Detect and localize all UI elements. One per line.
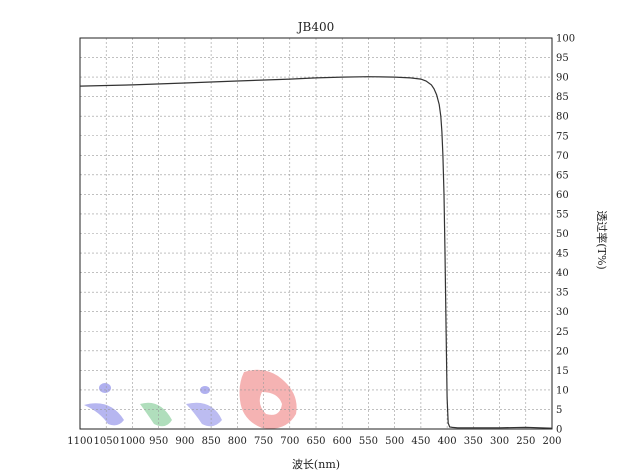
y-tick-label: 15 bbox=[556, 366, 569, 377]
y-tick-label: 30 bbox=[556, 307, 569, 318]
y-tick-label: 85 bbox=[556, 92, 569, 103]
y-tick-label: 0 bbox=[556, 425, 562, 436]
x-tick-label: 500 bbox=[385, 436, 404, 447]
x-tick-label: 750 bbox=[254, 436, 273, 447]
y-tick-label: 95 bbox=[556, 53, 569, 64]
y-tick-label: 40 bbox=[556, 268, 569, 279]
watermark-stroke bbox=[84, 403, 124, 426]
x-tick-label: 200 bbox=[542, 436, 561, 447]
x-tick-label: 600 bbox=[333, 436, 352, 447]
y-tick-label: 50 bbox=[556, 229, 569, 240]
grid bbox=[80, 38, 552, 429]
y-tick-label: 25 bbox=[556, 327, 569, 338]
y-tick-label: 90 bbox=[556, 73, 569, 84]
x-tick-label: 900 bbox=[175, 436, 194, 447]
x-tick-label: 550 bbox=[359, 436, 378, 447]
y-tick-label: 70 bbox=[556, 151, 569, 162]
y-tick-labels: 0 5 10 15 20 25 30 35 40 45 50 55 60 65 70 75 80 85 90 95 10… bbox=[556, 34, 575, 436]
y-tick-label: 55 bbox=[556, 209, 569, 220]
x-tick-labels: 200 250 300 350 400 450 500 550 600 650 700 750 800 8… bbox=[67, 436, 561, 447]
x-tick-label: 400 bbox=[438, 436, 457, 447]
watermark-stroke bbox=[140, 402, 172, 427]
watermark-stroke bbox=[239, 369, 297, 429]
x-tick-label: 1050 bbox=[93, 436, 118, 447]
watermark bbox=[84, 369, 297, 429]
y-tick-label: 100 bbox=[556, 34, 575, 45]
x-tick-label: 350 bbox=[464, 436, 483, 447]
x-tick-label: 950 bbox=[149, 436, 168, 447]
y-tick-label: 80 bbox=[556, 112, 569, 123]
x-tick-label: 850 bbox=[202, 436, 221, 447]
y-tick-label: 35 bbox=[556, 288, 569, 299]
y-axis-title: 透过率(T%) bbox=[595, 210, 609, 269]
y-tick-label: 10 bbox=[556, 385, 569, 396]
watermark-dot bbox=[99, 383, 111, 393]
y-tick-label: 65 bbox=[556, 170, 569, 181]
x-tick-label: 650 bbox=[306, 436, 325, 447]
x-tick-label: 1100 bbox=[67, 436, 92, 447]
watermark-stroke bbox=[186, 402, 222, 427]
x-tick-label: 800 bbox=[228, 436, 247, 447]
x-tick-label: 700 bbox=[280, 436, 299, 447]
x-tick-label: 450 bbox=[411, 436, 430, 447]
transmittance-line bbox=[79, 76, 553, 429]
chart-title: JB400 bbox=[296, 20, 335, 34]
x-axis-title: 波长(nm) bbox=[292, 458, 340, 471]
x-tick-label: 300 bbox=[490, 436, 509, 447]
y-tick-label: 45 bbox=[556, 249, 569, 260]
x-tick-label: 1000 bbox=[120, 436, 145, 447]
y-tick-label: 20 bbox=[556, 346, 569, 357]
y-tick-label: 75 bbox=[556, 131, 569, 142]
series-group bbox=[79, 76, 553, 429]
y-tick-label: 60 bbox=[556, 190, 569, 201]
plot-frame bbox=[79, 37, 553, 430]
x-tick-label: 250 bbox=[516, 436, 535, 447]
y-tick-label: 5 bbox=[556, 405, 562, 416]
